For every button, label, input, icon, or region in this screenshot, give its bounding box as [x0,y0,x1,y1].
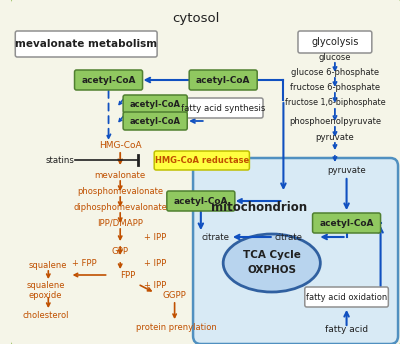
FancyBboxPatch shape [15,31,157,57]
FancyBboxPatch shape [74,70,142,90]
Ellipse shape [223,234,320,292]
Text: epoxide: epoxide [29,290,62,300]
Text: fatty acid: fatty acid [325,325,368,334]
FancyBboxPatch shape [305,287,388,307]
FancyBboxPatch shape [10,0,400,344]
Text: pyruvate: pyruvate [327,165,366,174]
Text: HMG-CoA: HMG-CoA [99,140,142,150]
Text: statins: statins [46,155,74,164]
Text: fructose 1,6-biphosphate: fructose 1,6-biphosphate [284,97,385,107]
Text: squalene: squalene [29,260,68,269]
Text: cytosol: cytosol [172,11,220,24]
FancyBboxPatch shape [298,31,372,53]
FancyBboxPatch shape [189,70,257,90]
FancyBboxPatch shape [123,112,187,130]
FancyBboxPatch shape [183,98,263,118]
Text: citrate: citrate [274,233,302,241]
Text: squalene: squalene [26,280,65,290]
Text: protein prenylation: protein prenylation [136,323,217,333]
Text: acetyl-CoA: acetyl-CoA [130,117,181,126]
Text: mevalonate: mevalonate [94,171,146,180]
Text: glucose 6-phosphate: glucose 6-phosphate [291,67,379,76]
FancyBboxPatch shape [123,95,187,113]
Text: citrate: citrate [202,233,230,241]
Text: diphosphomevalonate: diphosphomevalonate [73,203,167,212]
Text: mitochondrion: mitochondrion [211,201,307,214]
Text: acetyl-CoA: acetyl-CoA [130,99,181,108]
Text: + FPP: + FPP [72,258,96,268]
FancyBboxPatch shape [193,158,398,344]
Text: OXPHOS: OXPHOS [247,265,296,275]
Text: HMG-CoA reductase: HMG-CoA reductase [155,156,249,165]
Text: phosphomevalonate: phosphomevalonate [77,186,163,195]
Text: + IPP: + IPP [144,258,166,268]
FancyBboxPatch shape [167,191,235,211]
Text: acetyl-CoA: acetyl-CoA [319,218,374,227]
Text: fatty acid synthesis: fatty acid synthesis [181,104,265,112]
Text: GPP: GPP [112,247,129,256]
FancyBboxPatch shape [154,151,250,170]
Text: pyruvate: pyruvate [316,132,354,141]
Text: fructose 6-phosphate: fructose 6-phosphate [290,83,380,92]
Text: acetyl-CoA: acetyl-CoA [174,196,228,205]
Text: cholesterol: cholesterol [22,311,69,320]
FancyBboxPatch shape [312,213,380,233]
Text: glucose: glucose [319,53,351,62]
Text: glycolysis: glycolysis [311,37,358,47]
Text: GGPP: GGPP [163,291,186,301]
Text: acetyl-CoA: acetyl-CoA [196,75,250,85]
Text: + IPP: + IPP [144,233,166,241]
Text: IPP/DMAPP: IPP/DMAPP [97,218,143,227]
Text: FPP: FPP [120,270,136,279]
Text: phosphoenolpyruvate: phosphoenolpyruvate [289,117,381,126]
Text: + IPP: + IPP [144,280,166,290]
Text: TCA Cycle: TCA Cycle [243,250,301,260]
Text: mevalonate metabolism: mevalonate metabolism [15,39,157,49]
Text: acetyl-CoA: acetyl-CoA [81,75,136,85]
Text: fatty acid oxidation: fatty acid oxidation [306,292,387,301]
